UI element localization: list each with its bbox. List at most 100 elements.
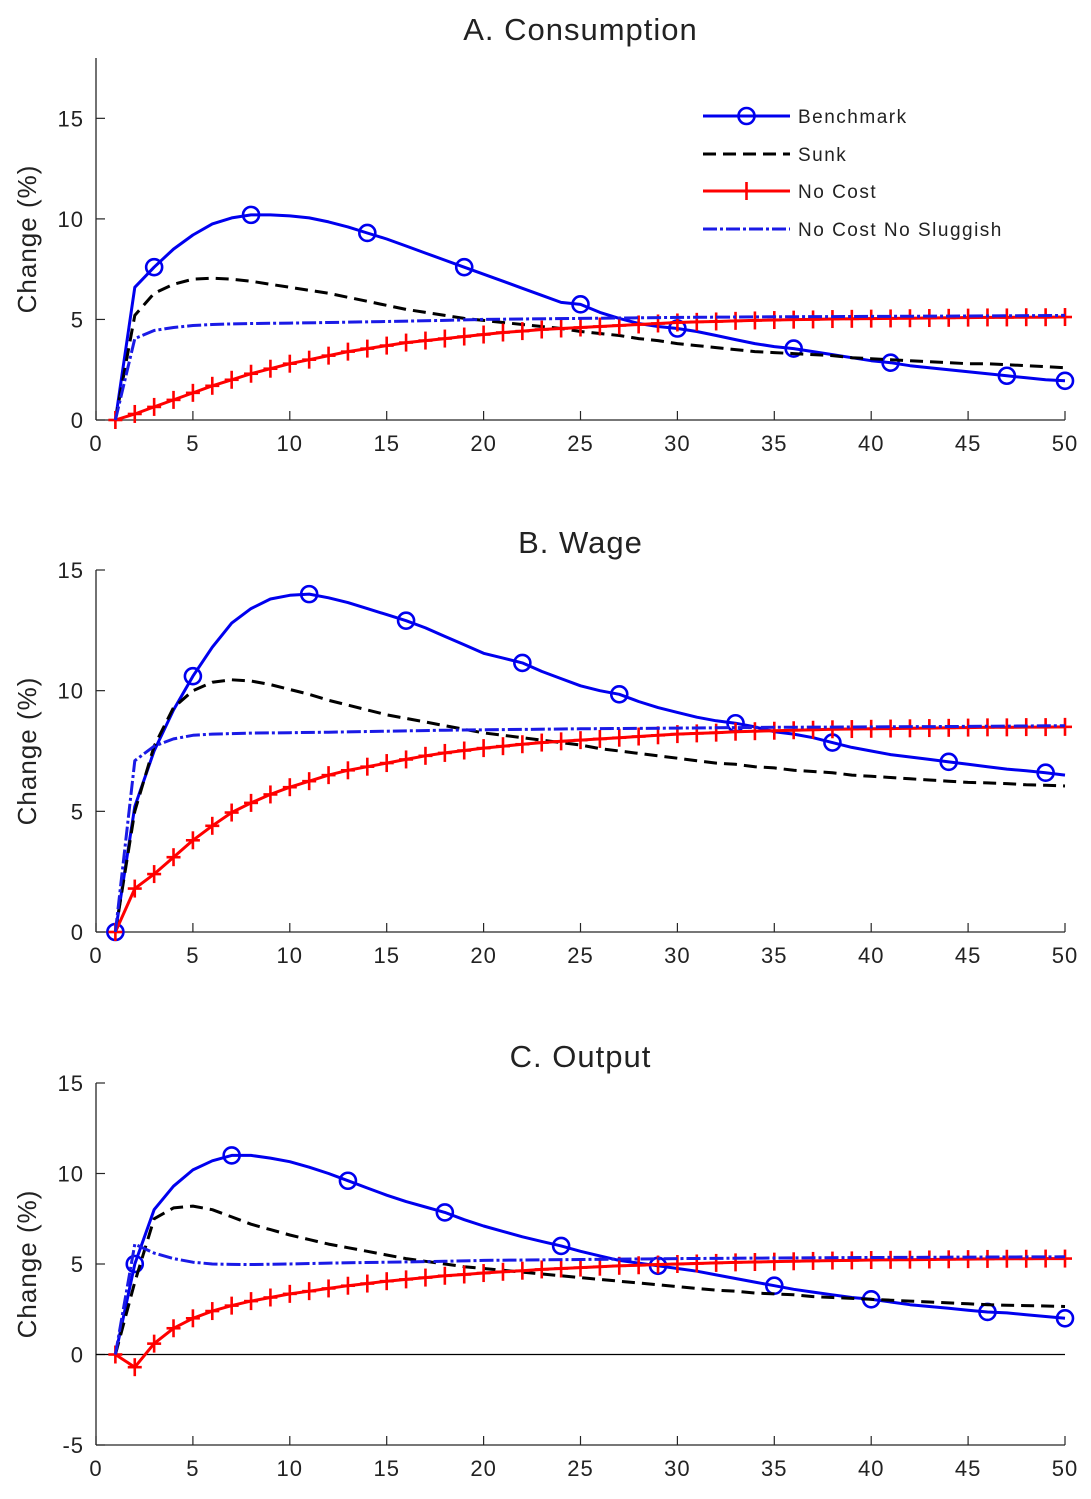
data-point (360, 339, 375, 358)
data-point (1036, 763, 1055, 783)
data-point (185, 383, 200, 402)
data-point (864, 719, 879, 738)
data-point (147, 397, 162, 416)
y-tick-label: 15 (58, 1071, 84, 1096)
data-point (399, 750, 414, 769)
data-point (554, 319, 569, 338)
data-point (961, 308, 976, 327)
data-point (689, 312, 704, 331)
data-point (922, 309, 937, 328)
data-point (631, 1256, 646, 1275)
x-tick-label: 50 (1052, 1456, 1078, 1481)
data-point (825, 310, 840, 329)
x-tick-label: 15 (373, 943, 399, 968)
data-point (166, 1319, 181, 1338)
x-tick-label: 15 (373, 431, 399, 456)
data-point (709, 1253, 724, 1272)
data-point (728, 311, 743, 330)
legend-label: Benchmark (798, 107, 908, 128)
data-point (534, 1260, 549, 1279)
x-tick-label: 35 (761, 1456, 787, 1481)
data-point (125, 1254, 145, 1274)
series-benchmark (113, 205, 1075, 421)
data-point (844, 1251, 859, 1270)
chart-panel-1: A. Consumption 0 5 10 15 20 25 30 35 40 45 50 0 5 10 15… (12, 12, 1078, 456)
data-point (1019, 308, 1034, 327)
x-tick-label: 50 (1052, 431, 1078, 456)
data-point (609, 684, 629, 704)
data-point (340, 342, 355, 361)
data-point (864, 309, 879, 328)
data-point (454, 257, 474, 277)
x-tick-label: 35 (761, 431, 787, 456)
y-tick-label: 15 (58, 106, 84, 131)
x-tick-label: 5 (186, 431, 199, 456)
data-point (263, 359, 278, 378)
legend-marker (739, 182, 754, 200)
x-tick-label: 45 (955, 943, 981, 968)
data-point (437, 329, 452, 348)
series-line-sunk (113, 276, 1066, 421)
data-point (127, 404, 142, 423)
x-tick-label: 10 (277, 431, 303, 456)
data-point (806, 310, 821, 329)
series-line-no-cost (114, 1257, 1065, 1369)
data-point (222, 1146, 241, 1165)
x-tick-label: 25 (567, 431, 593, 456)
data-point (806, 720, 821, 739)
data-point (1055, 1309, 1075, 1328)
data-point (437, 1266, 452, 1285)
data-point (205, 376, 220, 395)
data-point (980, 1249, 995, 1268)
data-point (941, 1250, 956, 1269)
data-point (747, 1253, 762, 1272)
data-point (457, 327, 472, 346)
legend-item-no-cost: No Cost (703, 182, 876, 203)
data-point (1058, 308, 1072, 327)
y-tick-label: 10 (58, 679, 84, 704)
series-line-no-cost-no-sluggish (113, 1242, 1066, 1355)
data-point (340, 761, 355, 780)
x-tick-label: 25 (567, 943, 593, 968)
data-point (418, 331, 433, 350)
data-point (997, 366, 1017, 386)
x-tick-label: 50 (1052, 943, 1078, 968)
data-point (495, 737, 510, 756)
series-sunk (113, 276, 1066, 421)
data-point (399, 333, 414, 352)
data-point (241, 205, 261, 225)
data-point (631, 727, 646, 746)
x-tick-label: 15 (373, 1456, 399, 1481)
data-point (302, 1282, 317, 1301)
data-point (127, 1358, 142, 1377)
data-point (379, 754, 394, 773)
data-point (457, 1265, 472, 1284)
x-tick-label: 20 (470, 1456, 496, 1481)
data-point (902, 719, 917, 738)
data-point (476, 739, 491, 758)
data-point (747, 311, 762, 330)
x-tick-label: 0 (89, 431, 102, 456)
data-point (185, 831, 200, 850)
data-point (513, 653, 532, 673)
data-point (495, 1262, 510, 1281)
x-tick-label: 0 (89, 1456, 102, 1481)
data-point (476, 325, 491, 344)
data-point (961, 1250, 976, 1269)
data-point (418, 746, 433, 765)
data-point (360, 757, 375, 776)
data-point (554, 1259, 569, 1278)
x-tick-label: 30 (664, 431, 690, 456)
series-no-cost (108, 717, 1072, 941)
data-point (457, 741, 472, 760)
data-point (902, 1250, 917, 1269)
data-point (166, 390, 181, 409)
data-point (435, 1203, 455, 1222)
x-tick-label: 25 (567, 1456, 593, 1481)
data-point (844, 720, 859, 739)
chart-title: B. Wage (518, 525, 643, 560)
y-tick-label: 0 (71, 1343, 84, 1368)
data-point (224, 370, 239, 389)
data-point (340, 1276, 355, 1295)
